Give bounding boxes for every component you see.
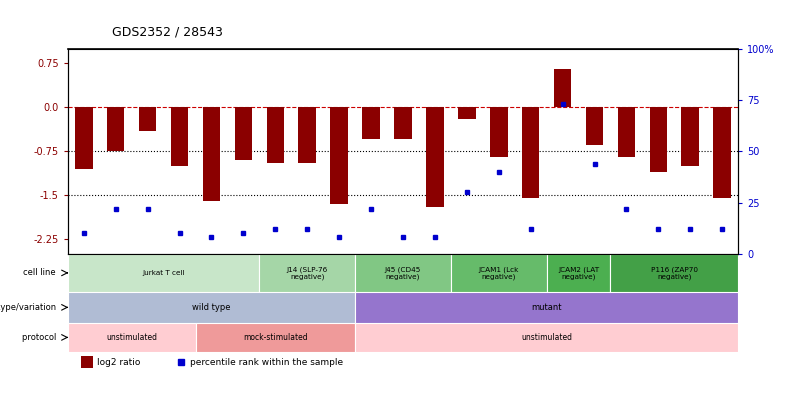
Text: J14 (SLP-76
negative): J14 (SLP-76 negative) (286, 266, 328, 280)
Text: genotype/variation: genotype/variation (0, 303, 61, 312)
Bar (235, 107, 252, 160)
Bar (68, 254, 259, 292)
Bar (139, 107, 156, 131)
Text: J45 (CD45
negative): J45 (CD45 negative) (385, 266, 421, 280)
Text: GDS2352 / 28543: GDS2352 / 28543 (112, 26, 223, 38)
Bar (267, 107, 284, 163)
Bar (362, 107, 380, 139)
Text: unstimulated: unstimulated (106, 333, 157, 342)
Text: mutant: mutant (531, 303, 562, 312)
Text: P116 (ZAP70
negative): P116 (ZAP70 negative) (651, 266, 697, 280)
Bar (426, 107, 444, 207)
Text: unstimulated: unstimulated (521, 333, 572, 342)
Bar (522, 107, 539, 198)
Bar (298, 107, 316, 163)
Bar (586, 107, 603, 145)
Bar (196, 323, 355, 352)
Bar (490, 107, 508, 157)
Text: Jurkat T cell: Jurkat T cell (142, 270, 185, 276)
Bar (355, 323, 738, 352)
Text: JCAM2 (LAT
negative): JCAM2 (LAT negative) (558, 266, 599, 280)
Bar (681, 107, 699, 166)
Text: log2 ratio: log2 ratio (97, 358, 140, 367)
Bar (618, 107, 635, 157)
Bar (355, 254, 451, 292)
Bar (713, 107, 731, 198)
Bar (68, 323, 196, 352)
Bar (259, 254, 355, 292)
Bar (650, 107, 667, 172)
Bar (81, 356, 93, 369)
Bar (451, 254, 547, 292)
Bar (330, 107, 348, 204)
Bar (554, 69, 571, 107)
Bar (547, 254, 610, 292)
Text: protocol: protocol (22, 333, 61, 342)
Text: mock-stimulated: mock-stimulated (243, 333, 307, 342)
Bar (458, 107, 476, 119)
Bar (394, 107, 412, 139)
Text: percentile rank within the sample: percentile rank within the sample (190, 358, 343, 367)
Bar (203, 107, 220, 201)
Bar (355, 292, 738, 323)
Text: cell line: cell line (23, 269, 61, 277)
Text: wild type: wild type (192, 303, 231, 312)
Text: JCAM1 (Lck
negative): JCAM1 (Lck negative) (479, 266, 519, 280)
Bar (75, 107, 93, 169)
Bar (610, 254, 738, 292)
Bar (171, 107, 188, 166)
Bar (68, 292, 355, 323)
Bar (107, 107, 124, 151)
